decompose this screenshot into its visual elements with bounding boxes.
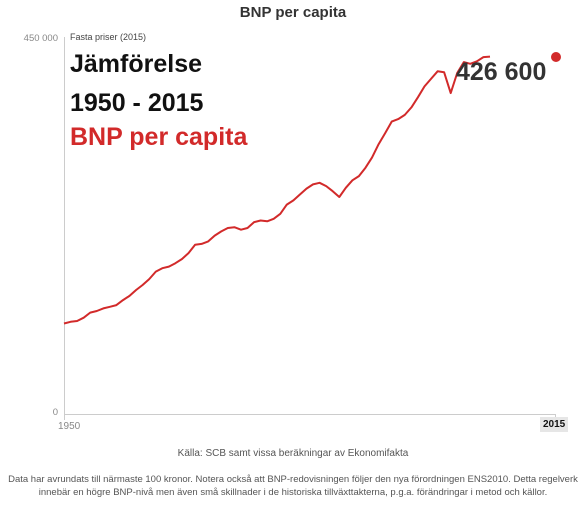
y-tick-label-max: 450 000 [23,33,58,44]
series-end-point [551,52,561,62]
bnp-series-line [63,55,491,325]
overlay-heading-1: Jämförelse [70,50,203,78]
end-value-label: 426 600 [456,58,547,86]
x-tick-label-start: 1950 [58,421,81,432]
chart-title: BNP per capita [239,4,347,21]
chart-subtitle: Fasta priser (2015) [70,32,147,42]
footnote-text: Data har avrundats till närmaste 100 kro… [8,474,578,498]
source-text: Källa: SCB samt vissa beräkningar av Eko… [177,448,409,459]
overlay-heading-2: 1950 - 2015 [70,89,204,117]
x-tick-label-end[interactable]: 2015 [540,417,569,432]
y-tick-label-min: 0 [52,407,58,418]
overlay-heading-3: BNP per capita [70,123,248,151]
